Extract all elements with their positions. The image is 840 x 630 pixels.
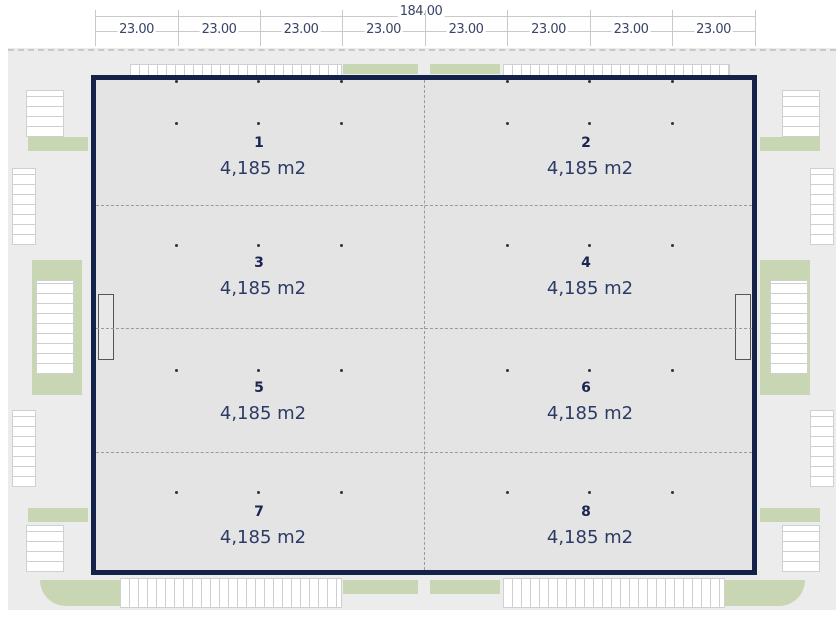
column-marker: [506, 244, 509, 247]
landscape-right: [760, 508, 820, 522]
unit-area: 4,185 m2: [546, 403, 634, 424]
dimension-tick: [178, 10, 179, 46]
landscape-left: [28, 137, 88, 151]
column-marker: [340, 122, 343, 125]
landscape-right: [760, 137, 820, 151]
bay-dimension-label: 23.00: [199, 22, 239, 37]
column-marker: [506, 80, 509, 83]
parking-left: [36, 280, 74, 374]
column-marker: [175, 369, 178, 372]
dimension-tick: [342, 10, 343, 46]
bay-dimension-label: 23.00: [446, 22, 486, 37]
column-marker: [175, 244, 178, 247]
landscape-strip: [430, 64, 500, 74]
parking-right: [782, 525, 820, 572]
column-marker: [340, 491, 343, 494]
column-marker: [671, 80, 674, 83]
unit-number: 6: [581, 380, 591, 396]
unit-area: 4,185 m2: [546, 527, 634, 548]
landscape-strip: [343, 580, 418, 594]
unit-area: 4,185 m2: [219, 527, 307, 548]
bay-dimension-label: 23.00: [529, 22, 568, 37]
column-marker: [671, 244, 674, 247]
parking-right: [782, 90, 820, 137]
unit-number: 2: [581, 135, 591, 151]
unit-number: 4: [581, 255, 591, 271]
landscape-corner: [725, 580, 805, 606]
column-marker: [340, 369, 343, 372]
column-marker: [588, 491, 591, 494]
unit-number: 3: [254, 255, 264, 271]
parking-left: [26, 90, 64, 137]
dimension-tick: [755, 10, 756, 46]
bay-dimension-label: 23.00: [117, 22, 156, 37]
column-marker: [588, 80, 591, 83]
center-divider: [424, 80, 425, 570]
bay-dimension-label: 23.00: [364, 22, 403, 37]
landscape-left: [28, 508, 88, 522]
column-marker: [671, 369, 674, 372]
column-marker: [257, 491, 260, 494]
total-dimension-label: 184.00: [397, 4, 445, 19]
column-marker: [175, 491, 178, 494]
parking-left: [26, 525, 64, 572]
dimension-tick: [425, 10, 426, 46]
bay-dimension-label: 23.00: [694, 22, 733, 37]
bay-dimension-label: 23.00: [281, 22, 321, 37]
truck-yard-bottom-right: [503, 578, 725, 608]
unit-number: 5: [254, 380, 264, 396]
parking-left: [12, 168, 36, 245]
column-marker: [671, 122, 674, 125]
column-marker: [340, 244, 343, 247]
parking-right: [810, 168, 834, 245]
column-marker: [506, 122, 509, 125]
column-marker: [257, 244, 260, 247]
landscape-strip: [430, 580, 500, 594]
truck-yard-bottom-left: [120, 578, 342, 608]
column-marker: [506, 491, 509, 494]
property-line: [8, 49, 836, 51]
column-marker: [175, 122, 178, 125]
dimension-tick: [260, 10, 261, 46]
dimension-tick: [590, 10, 591, 46]
dimension-tick: [95, 10, 96, 46]
parking-left: [12, 410, 36, 487]
entrance-left: [98, 294, 114, 360]
unit-divider: [96, 205, 752, 206]
column-marker: [257, 80, 260, 83]
column-marker: [588, 122, 591, 125]
unit-number: 7: [254, 504, 264, 520]
column-marker: [588, 244, 591, 247]
dimension-tick: [507, 10, 508, 46]
unit-divider: [96, 452, 752, 453]
column-marker: [588, 369, 591, 372]
unit-area: 4,185 m2: [546, 278, 634, 299]
bay-dimension-label: 23.00: [611, 22, 651, 37]
column-marker: [257, 369, 260, 372]
unit-area: 4,185 m2: [219, 278, 307, 299]
column-marker: [257, 122, 260, 125]
unit-area: 4,185 m2: [546, 158, 634, 179]
parking-right: [810, 410, 834, 487]
unit-number: 1: [254, 135, 264, 151]
unit-area: 4,185 m2: [219, 158, 307, 179]
landscape-corner: [40, 580, 120, 606]
unit-divider: [96, 328, 752, 329]
landscape-strip: [343, 64, 418, 74]
column-marker: [340, 80, 343, 83]
dimension-tick: [672, 10, 673, 46]
unit-number: 8: [581, 504, 591, 520]
entrance-right: [735, 294, 751, 360]
column-marker: [671, 491, 674, 494]
column-marker: [175, 80, 178, 83]
parking-right: [770, 280, 808, 374]
column-marker: [506, 369, 509, 372]
unit-area: 4,185 m2: [219, 403, 307, 424]
